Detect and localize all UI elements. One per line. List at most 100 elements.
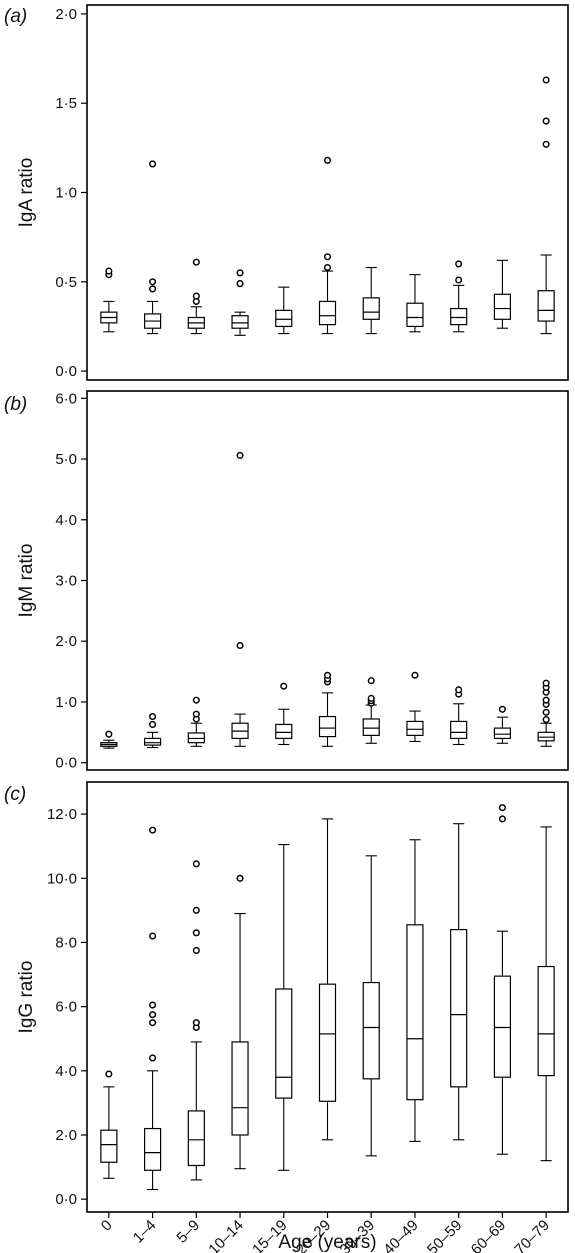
outlier-point	[192, 292, 200, 300]
outlier-point	[323, 253, 332, 261]
outlier-point	[542, 679, 550, 687]
outlier-point	[498, 705, 506, 713]
box-40–49	[406, 671, 424, 743]
outlier-point	[236, 641, 244, 650]
outlier-point	[192, 929, 200, 937]
y-tick-label: 2·0	[55, 6, 77, 23]
outlier-point	[105, 730, 113, 738]
outlier-point	[236, 451, 244, 459]
box-10–14	[231, 451, 249, 747]
outlier-point	[149, 285, 157, 293]
iqr-box	[406, 720, 424, 736]
outlier-point	[149, 826, 157, 834]
y-tick-label: 1·5	[55, 95, 77, 112]
outlier-point	[455, 276, 463, 284]
y-tick-label: 4·0	[55, 1063, 77, 1080]
box-1–4	[143, 160, 162, 335]
y-tick-label: 5·0	[55, 451, 77, 468]
y-tick-label: 6·0	[55, 999, 77, 1016]
iqr-box	[318, 983, 337, 1102]
iqr-box	[187, 732, 205, 744]
outlier-point	[542, 76, 550, 84]
y-tick-label: 2·0	[55, 633, 77, 650]
outlier-point	[192, 946, 200, 955]
box-30–39	[362, 855, 380, 1157]
y-axis-label: IgG ratio	[16, 961, 37, 1034]
y-tick-label: 8·0	[55, 934, 77, 951]
box-5–9	[187, 860, 205, 1181]
iqr-box	[537, 731, 555, 742]
outlier-point	[105, 1070, 113, 1078]
y-tick-label: 1·0	[55, 694, 77, 711]
outlier-point	[236, 269, 244, 277]
outlier-point	[149, 1011, 157, 1019]
x-tick-label: 10–14	[205, 1217, 247, 1253]
outlier-point	[542, 708, 550, 716]
outlier-point	[192, 710, 200, 718]
x-tick-label: 50–59	[424, 1217, 466, 1253]
iqr-box	[493, 975, 512, 1078]
box-60–69	[493, 705, 512, 744]
iqr-box	[450, 307, 468, 326]
box-15–19	[275, 286, 293, 335]
panel-label: (a)	[4, 6, 27, 27]
box-50–59	[450, 686, 468, 746]
iqr-box	[143, 1127, 162, 1171]
box-15–19	[275, 844, 293, 1171]
panel-b: (b) IgM ratio 0·0 1·0 2·0 3·0 4·0 5·0 6·0	[4, 390, 569, 772]
x-tick-label: 5–9	[173, 1217, 203, 1247]
iqr-box	[493, 293, 512, 320]
outlier-point	[105, 267, 113, 275]
y-tick-label: 2·0	[55, 1127, 77, 1144]
x-tick-label: 70–79	[511, 1217, 553, 1253]
box-60–69	[493, 259, 512, 329]
y-tick-label: 0·0	[55, 363, 77, 380]
box-20–29	[318, 671, 337, 747]
x-axis-label: Age (years)	[278, 1232, 376, 1253]
iqr-box	[362, 297, 380, 320]
y-tick-label: 10·0	[47, 870, 77, 887]
iqr-box	[231, 1041, 249, 1136]
panel-label: (b)	[4, 394, 27, 415]
x-tick-label: 0	[98, 1217, 116, 1235]
outlier-point	[367, 677, 375, 685]
iqr-box	[143, 737, 162, 746]
iqr-box	[187, 1110, 205, 1167]
y-axis-label: IgM ratio	[16, 544, 37, 618]
outlier-point	[280, 682, 288, 690]
y-tick-label: 0·0	[55, 755, 77, 772]
box-70–79	[537, 826, 555, 1162]
outlier-point	[149, 1054, 157, 1062]
outlier-point	[411, 671, 419, 679]
outlier-point	[236, 874, 244, 882]
outlier-point	[192, 1019, 200, 1027]
outlier-point	[149, 932, 157, 940]
box-0	[100, 267, 118, 333]
box-30–39	[362, 266, 380, 335]
iqr-box	[318, 300, 337, 326]
outlier-point	[455, 260, 463, 268]
iqr-box	[450, 929, 468, 1088]
box-0	[100, 730, 118, 749]
y-tick-label: 12·0	[47, 806, 77, 823]
y-tick-label: 0·0	[55, 1191, 77, 1208]
box-10–14	[231, 269, 249, 336]
outlier-point	[542, 140, 550, 148]
outlier-point	[323, 671, 332, 679]
outlier-point	[542, 117, 550, 125]
outlier-point	[367, 694, 375, 702]
iqr-box	[100, 1129, 118, 1163]
iqr-box	[318, 715, 337, 738]
outlier-point	[455, 686, 463, 694]
outlier-point	[149, 1019, 157, 1027]
box-20–29	[318, 156, 337, 335]
iqr-box	[537, 290, 555, 322]
iqr-box	[275, 309, 293, 328]
box-5–9	[187, 696, 205, 747]
iqr-box	[493, 727, 512, 740]
box-5–9	[187, 258, 205, 335]
outlier-point	[149, 278, 157, 286]
box-15–19	[275, 682, 293, 746]
outlier-point	[323, 156, 332, 164]
